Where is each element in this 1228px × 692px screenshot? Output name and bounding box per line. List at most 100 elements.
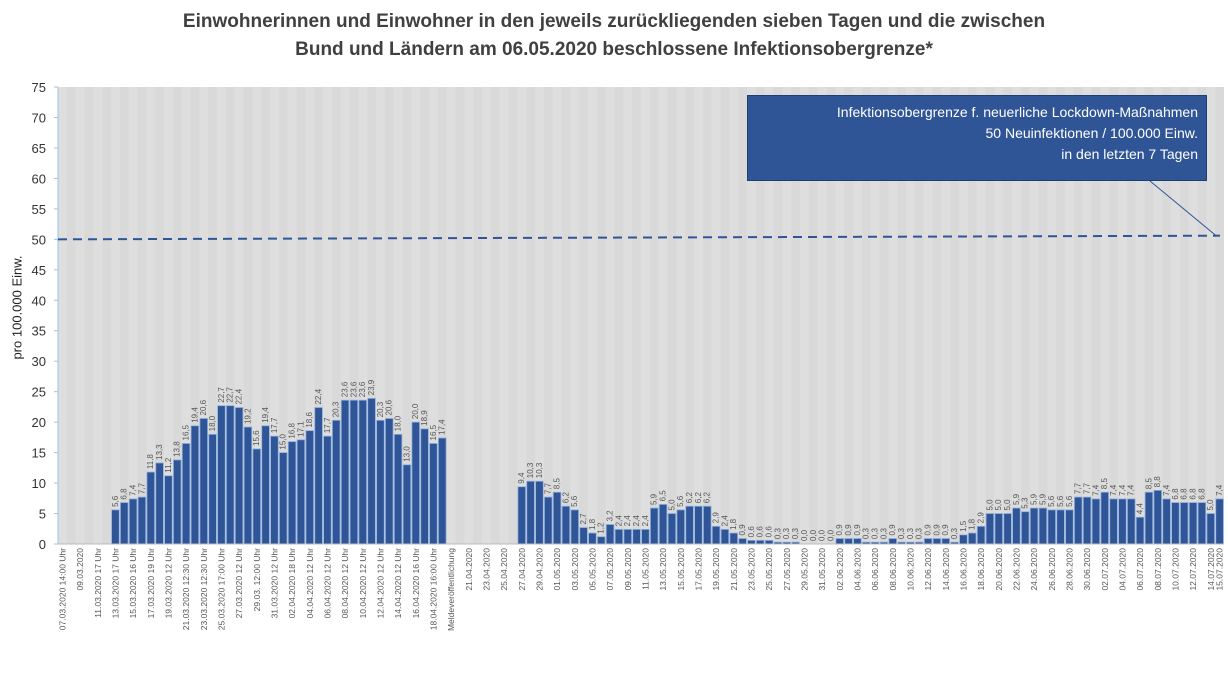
data-label: 0,0 <box>809 529 818 541</box>
y-tick-label: 15 <box>32 446 46 461</box>
x-tick-label: 12.07.2020 <box>1188 548 1198 591</box>
plot-stripe <box>340 87 350 544</box>
bar <box>208 433 217 545</box>
data-label: 7,7 <box>137 482 146 494</box>
data-label: 23,6 <box>341 381 350 397</box>
bar <box>968 532 977 545</box>
data-label: 16,5 <box>182 424 191 440</box>
plot-stripe <box>1100 87 1110 544</box>
data-label: 0,3 <box>791 528 800 540</box>
data-label: 6,8 <box>1189 488 1198 500</box>
x-tick-label: 16.06.2020 <box>958 548 968 591</box>
data-label: 5,6 <box>1047 495 1056 507</box>
x-tick-label: 04.07.2020 <box>1117 548 1127 591</box>
data-label: 7,4 <box>1127 484 1136 496</box>
data-label: 1,5 <box>959 520 968 532</box>
bar <box>641 528 650 545</box>
bar <box>932 538 942 545</box>
data-label: 0,9 <box>853 524 862 536</box>
data-label: 0,3 <box>915 528 924 540</box>
data-label: 0,3 <box>950 528 959 540</box>
bar <box>535 480 544 545</box>
data-label: 2,7 <box>579 513 588 525</box>
bar <box>1215 498 1224 545</box>
data-label: 0,3 <box>897 528 906 540</box>
x-tick-label: 10.04.2020 12 Uhr <box>358 548 368 619</box>
data-label: 10,3 <box>535 462 544 478</box>
y-tick-label: 30 <box>32 354 46 369</box>
plot-stripe <box>464 87 474 544</box>
data-label: 0,9 <box>844 524 853 536</box>
data-label: 5,0 <box>1003 499 1012 511</box>
bar <box>1197 502 1207 545</box>
data-label: 0,3 <box>773 528 782 540</box>
x-tick-label: 15.05.2020 <box>676 548 686 591</box>
x-tick-label: 26.06.2020 <box>1047 548 1057 591</box>
plot-stripe <box>800 87 809 544</box>
bar <box>720 528 730 545</box>
data-label: 11,8 <box>146 454 155 470</box>
data-label: 19,4 <box>261 407 270 423</box>
x-tick-label: 27.05.2020 <box>782 548 792 591</box>
plot-stripe <box>1171 87 1180 544</box>
y-tick-label: 55 <box>32 202 46 217</box>
bar <box>261 425 270 545</box>
bar <box>217 405 226 545</box>
bar <box>393 433 403 545</box>
data-label: 0,9 <box>932 524 941 536</box>
data-label: 0,6 <box>747 526 756 538</box>
bar <box>676 509 685 545</box>
data-label: 6,2 <box>694 492 703 504</box>
plot-stripe <box>782 87 792 544</box>
bar <box>332 419 341 545</box>
plot-stripe <box>199 87 209 544</box>
bar <box>1127 498 1136 545</box>
data-label: 5,6 <box>1065 495 1074 507</box>
x-tick-label: 31.03.2020 12 Uhr <box>269 548 279 619</box>
bar <box>1109 498 1118 545</box>
plot-stripe <box>994 87 1004 544</box>
bar <box>552 491 562 545</box>
data-label: 13,8 <box>173 441 182 457</box>
x-tick-label: 23.05.2020 <box>746 548 756 591</box>
bar <box>155 462 164 545</box>
data-label: 17,7 <box>270 417 279 433</box>
plot-stripe <box>1047 87 1057 544</box>
data-label: 17,1 <box>296 421 305 437</box>
x-tick-label: 11.05.2020 <box>640 548 650 590</box>
bar <box>1171 502 1180 545</box>
bar <box>597 536 606 545</box>
plot-stripe <box>1135 87 1145 544</box>
x-tick-label: 06.04.2020 12 Uhr <box>322 548 332 619</box>
data-label: 4,4 <box>1136 503 1145 515</box>
data-label: 18,9 <box>420 410 429 426</box>
bar <box>561 505 571 545</box>
data-label: 22,4 <box>235 388 244 404</box>
data-label: 22,7 <box>226 387 235 403</box>
plot-stripe <box>1153 87 1163 544</box>
x-tick-label: 02.07.2020 <box>1100 548 1110 591</box>
plot-stripe <box>164 87 173 544</box>
bar <box>340 399 350 545</box>
plot-stripe <box>323 87 332 544</box>
data-label: 7,4 <box>1215 484 1224 496</box>
bar <box>323 435 332 545</box>
bar <box>1056 509 1065 545</box>
bar <box>694 505 703 545</box>
data-label: 5,6 <box>570 495 579 507</box>
x-tick-label: 14.07.2020 <box>1206 548 1216 591</box>
x-tick-label: 08.04.2020 12 Uhr <box>340 548 350 619</box>
y-tick-label: 35 <box>32 324 46 339</box>
data-label: 7,7 <box>1074 482 1083 494</box>
plot-stripe <box>58 87 67 544</box>
data-label: 20,6 <box>199 399 208 415</box>
data-label: 2,4 <box>623 515 632 527</box>
x-tick-label: 15.07.2020 <box>1215 548 1225 591</box>
x-tick-label: 21.05.2020 <box>729 548 739 591</box>
plot-stripe <box>694 87 703 544</box>
data-label: 3,2 <box>606 510 615 522</box>
x-tick-label: 06.07.2020 <box>1135 548 1145 591</box>
y-tick-label: 50 <box>32 232 46 247</box>
y-tick-label: 45 <box>32 263 46 278</box>
data-label: 8,8 <box>1153 476 1162 488</box>
